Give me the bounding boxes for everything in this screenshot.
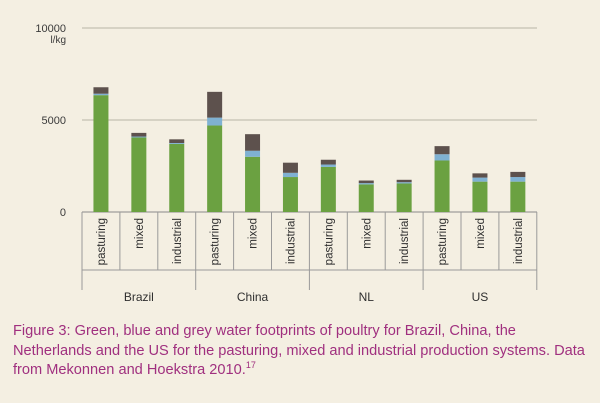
- bar-segment: [510, 177, 526, 182]
- y-axis-ticks: 10000 5000 0: [35, 23, 66, 219]
- bar-segment: [169, 139, 185, 143]
- bar-segment: [245, 156, 261, 212]
- bar-segment: [320, 166, 336, 212]
- bar-segment: [93, 93, 109, 96]
- caption-text: Figure 3: Green, blue and grey water foo…: [13, 323, 585, 378]
- bar-segment: [358, 183, 374, 185]
- bar-segment: [93, 87, 109, 94]
- bar-segment: [207, 125, 223, 212]
- y-tick-label: 0: [60, 207, 66, 219]
- bar-segment: [396, 183, 412, 212]
- figure-caption: Figure 3: Green, blue and grey water foo…: [13, 322, 593, 381]
- bar-segment: [434, 146, 450, 155]
- category-label: mixed: [134, 218, 146, 249]
- bar-segment: [472, 177, 488, 182]
- category-label: mixed: [475, 218, 487, 249]
- bar-segment: [131, 132, 147, 137]
- category-axis-box: [81, 212, 538, 290]
- category-labels: pasturing mixed industrial pasturing mixed in…: [96, 218, 525, 265]
- bar-segment: [207, 117, 223, 126]
- category-label: industrial: [285, 218, 297, 264]
- y-tick-label: 5000: [42, 115, 66, 127]
- bar-segment: [434, 154, 450, 161]
- category-label: pasturing: [96, 218, 108, 265]
- bar-segment: [245, 150, 261, 157]
- category-label: industrial: [399, 218, 411, 264]
- bar-segment: [93, 95, 109, 212]
- grid-lines: [82, 27, 537, 213]
- bar-segment: [472, 173, 488, 178]
- bar-segment: [131, 136, 147, 138]
- group-labels: Brazil China NL US: [124, 290, 488, 304]
- bar-segment: [396, 182, 412, 184]
- group-label: China: [237, 290, 269, 304]
- group-label: US: [472, 290, 489, 304]
- bar-segment: [207, 91, 223, 118]
- bar-segment: [434, 160, 450, 212]
- category-label: mixed: [361, 218, 373, 249]
- bar-segment: [169, 143, 185, 212]
- bars: [93, 87, 526, 212]
- category-label: pasturing: [437, 218, 449, 265]
- bar-segment: [282, 177, 298, 212]
- water-footprint-chart: 10000 5000 0 l/kg pasturing mixed industrial…: [35, 23, 538, 304]
- group-label: NL: [359, 290, 375, 304]
- y-tick-label: 10000: [35, 23, 66, 35]
- bar-segment: [169, 143, 185, 144]
- category-label: industrial: [513, 218, 525, 264]
- category-label: industrial: [172, 218, 184, 264]
- bar-segment: [510, 181, 526, 212]
- category-label: mixed: [248, 218, 260, 249]
- bar-segment: [320, 159, 336, 165]
- bar-segment: [358, 180, 374, 184]
- bar-segment: [472, 181, 488, 212]
- bar-segment: [510, 171, 526, 178]
- bar-segment: [282, 162, 298, 173]
- bar-segment: [245, 134, 261, 151]
- bar-segment: [320, 164, 336, 167]
- category-label: pasturing: [323, 218, 335, 265]
- y-axis-unit: l/kg: [50, 35, 66, 46]
- category-label: pasturing: [210, 218, 222, 265]
- caption-reference: 17: [245, 360, 256, 371]
- bar-segment: [396, 179, 412, 183]
- bar-segment: [131, 137, 147, 212]
- group-label: Brazil: [124, 290, 154, 304]
- bar-segment: [282, 172, 298, 178]
- bar-segment: [358, 184, 374, 212]
